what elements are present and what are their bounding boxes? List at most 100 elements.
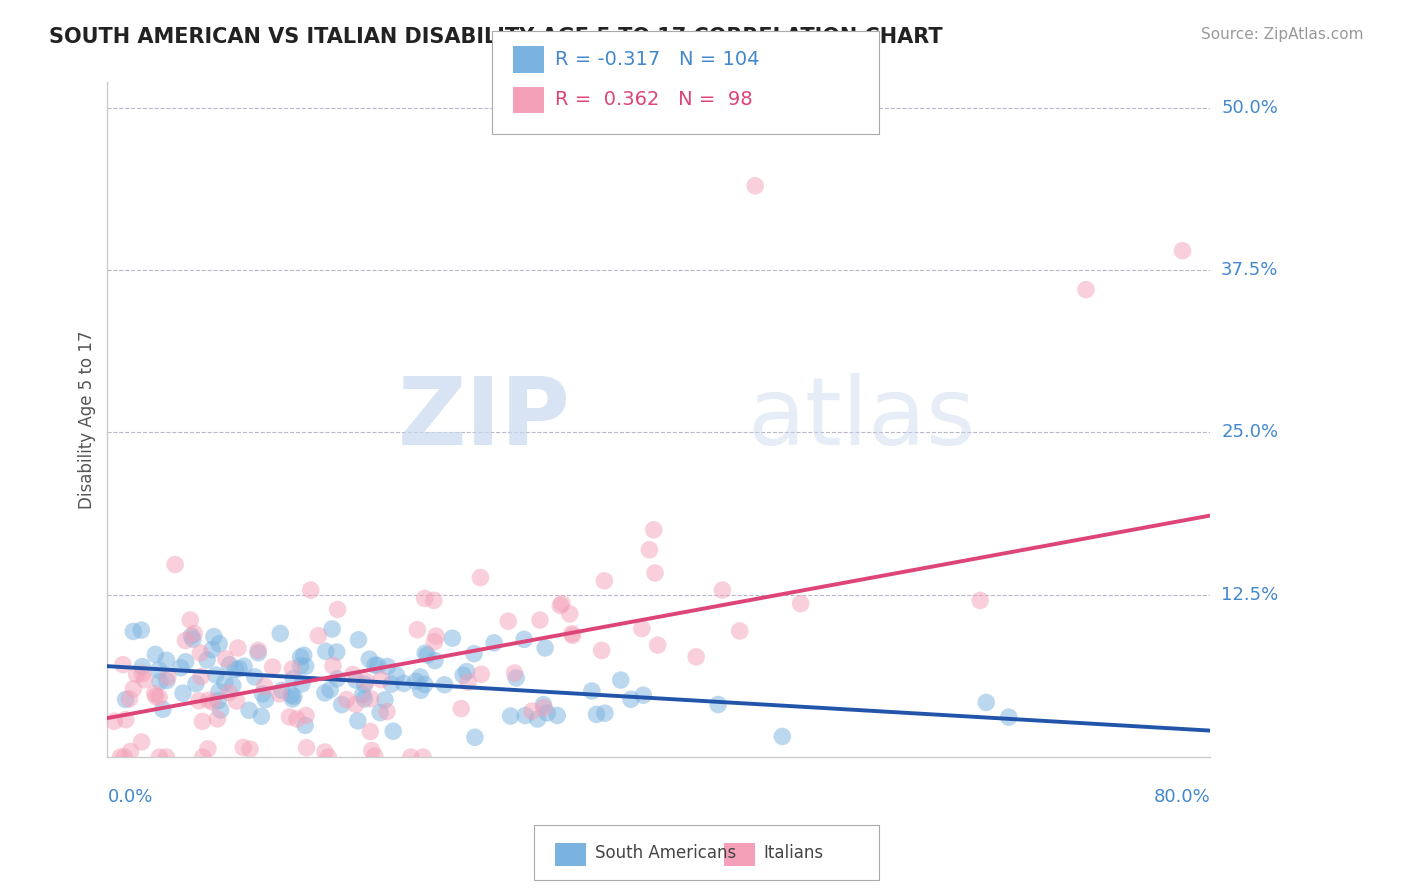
Point bbox=[441, 631, 464, 645]
Point bbox=[156, 673, 179, 688]
Point bbox=[359, 652, 381, 666]
Point bbox=[711, 583, 734, 598]
Point bbox=[546, 708, 568, 723]
Point bbox=[633, 688, 655, 702]
Point bbox=[111, 657, 134, 672]
Point bbox=[190, 670, 212, 684]
Point bbox=[370, 673, 392, 687]
Point bbox=[503, 666, 526, 681]
Point bbox=[290, 658, 312, 673]
Point bbox=[294, 718, 316, 732]
Point bbox=[1171, 244, 1194, 258]
Point bbox=[174, 655, 197, 669]
Point bbox=[131, 659, 153, 673]
Point bbox=[630, 622, 652, 636]
Point bbox=[195, 653, 218, 667]
Point bbox=[413, 677, 436, 691]
Point bbox=[352, 688, 374, 702]
Point bbox=[149, 674, 172, 689]
Point bbox=[561, 628, 583, 642]
Text: ZIP: ZIP bbox=[398, 374, 571, 466]
Point bbox=[392, 676, 415, 690]
Point bbox=[354, 674, 377, 689]
Point bbox=[315, 644, 337, 658]
Point bbox=[209, 703, 232, 717]
Point bbox=[770, 730, 793, 744]
Point bbox=[197, 693, 219, 707]
Point bbox=[433, 678, 456, 692]
Point bbox=[593, 574, 616, 588]
Point bbox=[593, 706, 616, 721]
Point bbox=[321, 622, 343, 636]
Point bbox=[180, 629, 202, 643]
Point bbox=[281, 662, 304, 676]
Point bbox=[368, 706, 391, 720]
Text: South Americans: South Americans bbox=[595, 844, 735, 862]
Point bbox=[131, 735, 153, 749]
Point bbox=[125, 667, 148, 681]
Point bbox=[409, 683, 432, 698]
Point bbox=[360, 691, 382, 706]
Point bbox=[156, 670, 179, 684]
Point bbox=[205, 668, 228, 682]
Text: 80.0%: 80.0% bbox=[1153, 788, 1211, 805]
Point bbox=[218, 686, 240, 700]
Point bbox=[269, 626, 291, 640]
Text: atlas: atlas bbox=[747, 374, 976, 466]
Point bbox=[170, 661, 193, 675]
Point bbox=[974, 695, 997, 709]
Point bbox=[222, 679, 245, 693]
Point bbox=[191, 714, 214, 729]
Point bbox=[728, 624, 751, 638]
Point bbox=[322, 658, 344, 673]
Point bbox=[550, 599, 572, 613]
Point bbox=[413, 646, 436, 660]
Point bbox=[377, 659, 399, 673]
Point bbox=[283, 672, 305, 686]
Point bbox=[406, 623, 429, 637]
Point bbox=[172, 686, 194, 700]
Text: R =  0.362   N =  98: R = 0.362 N = 98 bbox=[555, 90, 754, 110]
Point bbox=[232, 740, 254, 755]
Point bbox=[314, 686, 336, 700]
Point bbox=[451, 668, 474, 682]
Point bbox=[201, 642, 224, 657]
Point bbox=[416, 648, 439, 662]
Point bbox=[225, 694, 247, 708]
Point bbox=[505, 671, 527, 685]
Point bbox=[294, 659, 316, 673]
Point bbox=[405, 674, 427, 689]
Point bbox=[482, 636, 505, 650]
Point bbox=[143, 686, 166, 700]
Point bbox=[145, 690, 167, 704]
Text: 12.5%: 12.5% bbox=[1222, 586, 1278, 604]
Point bbox=[148, 750, 170, 764]
Point bbox=[385, 668, 408, 682]
Point bbox=[118, 691, 141, 706]
Point bbox=[214, 675, 236, 690]
Point bbox=[188, 646, 211, 660]
Point bbox=[148, 690, 170, 705]
Point bbox=[561, 626, 583, 640]
Point bbox=[280, 688, 302, 702]
Point bbox=[233, 659, 256, 673]
Point bbox=[969, 593, 991, 607]
Point bbox=[707, 698, 730, 712]
Point bbox=[529, 613, 551, 627]
Point bbox=[269, 687, 291, 701]
Point bbox=[253, 679, 276, 693]
Point bbox=[409, 670, 432, 684]
Point bbox=[218, 657, 240, 672]
Point bbox=[122, 681, 145, 696]
Point bbox=[239, 742, 262, 756]
Point bbox=[285, 712, 308, 726]
Point bbox=[470, 570, 492, 584]
Point bbox=[375, 705, 398, 719]
Point bbox=[499, 709, 522, 723]
Text: SOUTH AMERICAN VS ITALIAN DISABILITY AGE 5 TO 17 CORRELATION CHART: SOUTH AMERICAN VS ITALIAN DISABILITY AGE… bbox=[49, 27, 943, 46]
Point bbox=[181, 632, 204, 647]
Point bbox=[247, 646, 270, 660]
Y-axis label: Disability Age 5 to 17: Disability Age 5 to 17 bbox=[79, 330, 96, 508]
Point bbox=[997, 710, 1019, 724]
Point bbox=[254, 692, 277, 706]
